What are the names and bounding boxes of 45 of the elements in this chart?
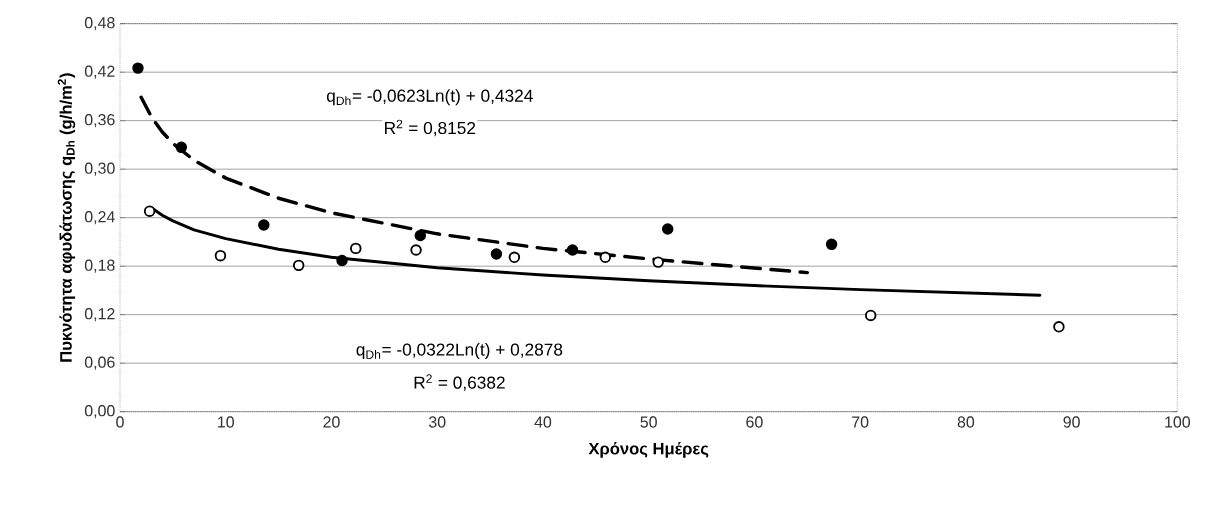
annotation: R$^{2}$ = 0,6382 <box>414 374 505 391</box>
point <box>566 244 579 256</box>
point <box>214 249 227 262</box>
point <box>175 141 188 154</box>
x-tick-label: 0 <box>116 416 124 428</box>
point <box>414 229 427 242</box>
x-tick-label: 100 <box>1165 416 1191 428</box>
point <box>258 219 270 231</box>
x-tick-label: 20 <box>323 416 340 428</box>
point <box>292 259 305 272</box>
point <box>652 256 664 268</box>
point <box>490 248 503 260</box>
point <box>1053 321 1065 333</box>
annotation: q$_{Dh}$= -0,0623Ln(t) + 0,4324 <box>326 89 533 106</box>
x-tick-label: 30 <box>428 416 446 428</box>
x-tick-label: 50 <box>640 416 657 428</box>
x-tick-label: 40 <box>534 416 552 428</box>
point <box>825 238 838 251</box>
point <box>132 62 144 74</box>
annotation: q$_{Dh}$= -0,0322Ln(t) + 0,2878 <box>356 342 563 360</box>
point <box>599 251 612 263</box>
y-tick-label: 0,18 <box>84 259 115 273</box>
y-tick-label: 0,30 <box>84 162 115 176</box>
y-tick-label: 0,00 <box>84 405 115 419</box>
y-tick-label: 0,48 <box>84 17 115 31</box>
x-tick-label: 90 <box>1063 416 1080 428</box>
point <box>410 244 422 256</box>
x-tick-label: 10 <box>218 416 234 428</box>
y-axis-title: Πυκνότητα αφυδάτωσης q$_{Dh}$ (g/h/m$^{2}$) <box>57 73 76 362</box>
point <box>336 254 348 267</box>
y-tick-label: 0,36 <box>84 114 115 128</box>
point <box>350 242 362 255</box>
y-tick-label: 0,42 <box>84 65 115 79</box>
y-tick-label: 0,12 <box>84 308 115 322</box>
x-tick-label: 80 <box>957 416 975 428</box>
point <box>508 251 521 263</box>
point <box>661 223 674 235</box>
y-tick-label: 0,24 <box>84 211 115 225</box>
x-axis-title: Χρόνος Ημέρες <box>588 442 709 458</box>
x-tick-label: 70 <box>852 416 869 428</box>
point <box>864 309 877 322</box>
point <box>143 205 156 217</box>
y-tick-label: 0,06 <box>84 356 115 370</box>
annotation: R$^{2}$ = 0,8152 <box>385 119 476 137</box>
x-tick-label: 60 <box>746 416 763 428</box>
